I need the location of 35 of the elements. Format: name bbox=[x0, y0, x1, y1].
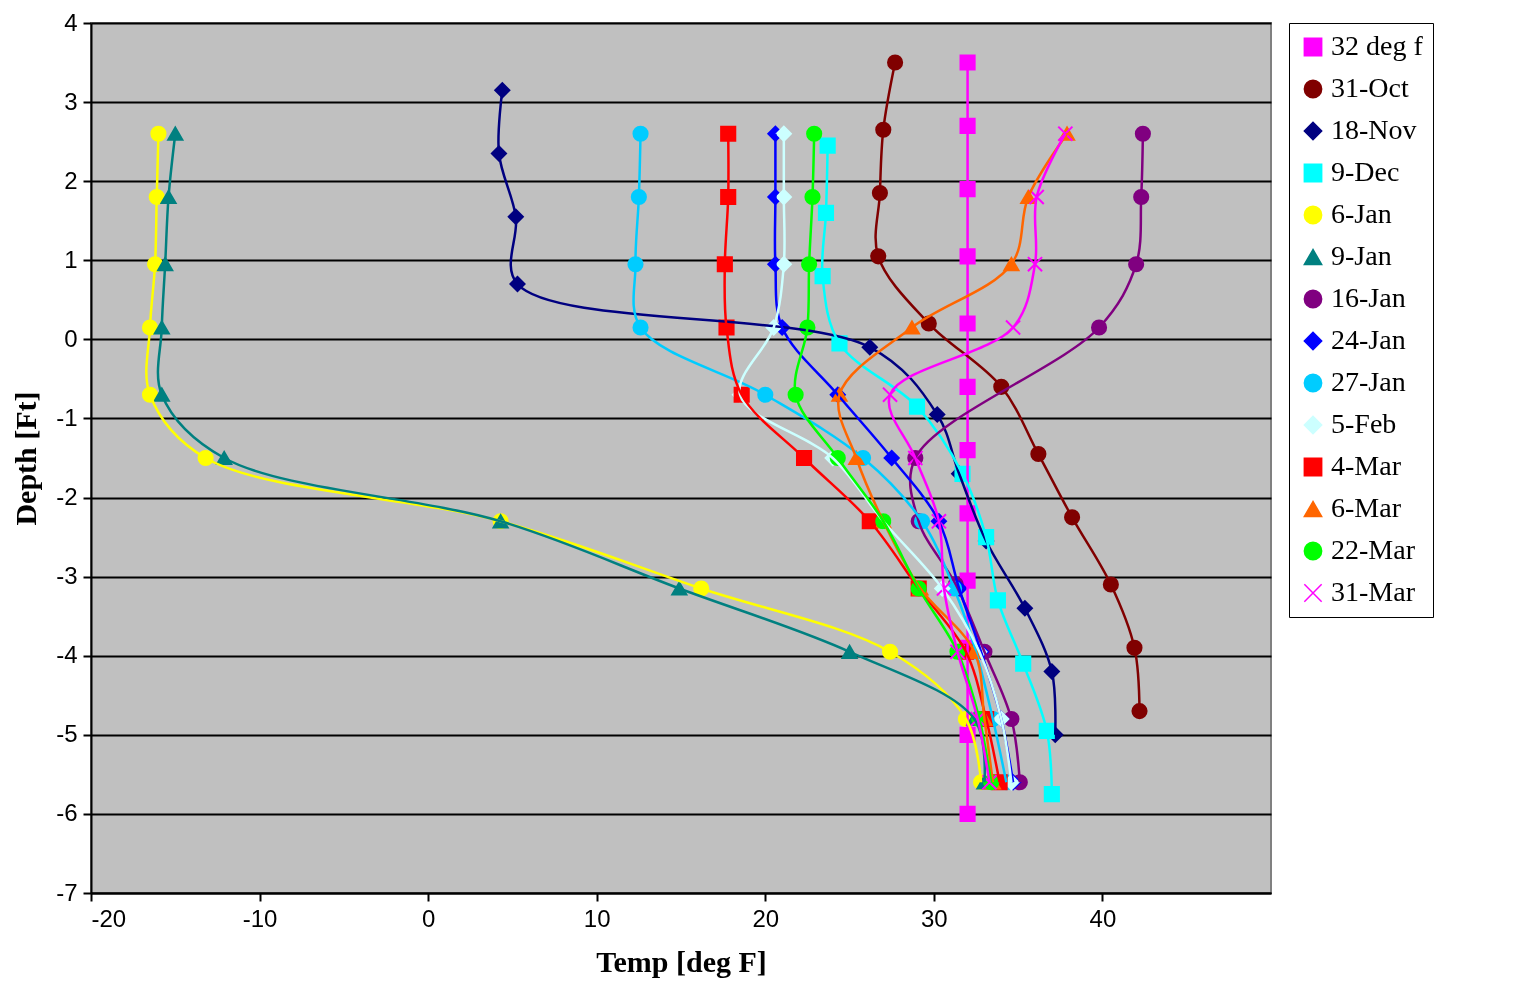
y-tick-label: -4 bbox=[56, 641, 78, 669]
y-tick-label: -3 bbox=[56, 562, 78, 590]
x-axis-title: Temp [deg F] bbox=[596, 944, 767, 978]
legend-label: 9-Jan bbox=[1331, 240, 1392, 271]
y-axis-title: Depth [Ft] bbox=[9, 391, 43, 526]
legend-label: 5-Feb bbox=[1331, 408, 1397, 439]
legend-label: 31-Oct bbox=[1331, 72, 1409, 103]
y-tick-label: -7 bbox=[56, 878, 78, 906]
y-tick-label: 1 bbox=[64, 245, 78, 273]
legend-label: 31-Mar bbox=[1331, 576, 1416, 607]
legend-label: 4-Mar bbox=[1331, 450, 1402, 481]
y-tick-label: 2 bbox=[64, 166, 78, 194]
y-tick-label: -1 bbox=[56, 403, 78, 431]
y-tick-label: -6 bbox=[56, 799, 78, 827]
y-tick-label: 3 bbox=[64, 87, 78, 115]
x-tick-label: 0 bbox=[421, 904, 436, 932]
y-tick-label: 4 bbox=[64, 8, 78, 36]
y-tick-label: -2 bbox=[56, 483, 78, 511]
legend-label: 9-Dec bbox=[1331, 156, 1400, 187]
legend-label: 32 deg f bbox=[1331, 30, 1424, 61]
x-tick-label: 30 bbox=[921, 904, 948, 932]
x-tick-label: 20 bbox=[752, 904, 780, 932]
x-tick-label: -20 bbox=[91, 904, 127, 932]
legend-label: 6-Jan bbox=[1331, 198, 1392, 229]
legend-label: 16-Jan bbox=[1331, 282, 1406, 313]
legend-label: 27-Jan bbox=[1331, 366, 1406, 397]
x-tick-label: -10 bbox=[242, 904, 278, 932]
legend-label: 22-Mar bbox=[1331, 534, 1416, 565]
legend-label: 18-Nov bbox=[1331, 114, 1417, 145]
x-tick-label: 40 bbox=[1089, 904, 1117, 932]
x-tick-label: 10 bbox=[583, 904, 611, 932]
y-tick-label: 0 bbox=[64, 324, 78, 352]
legend-label: 6-Mar bbox=[1331, 492, 1402, 523]
y-tick-label: -5 bbox=[56, 720, 78, 748]
legend-label: 24-Jan bbox=[1331, 324, 1406, 355]
